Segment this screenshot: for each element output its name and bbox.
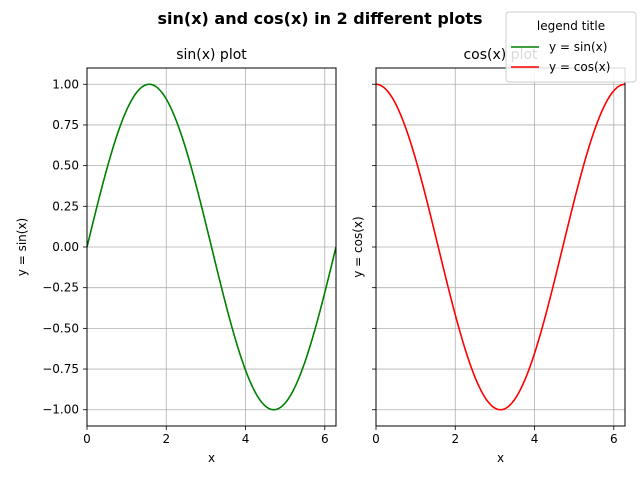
y-axis-label: y = cos(x)	[351, 216, 365, 277]
y-tick-label: 0.00	[52, 240, 79, 254]
legend-label: y = sin(x)	[549, 40, 607, 54]
legend-title: legend title	[537, 19, 605, 33]
x-tick-label: 0	[372, 432, 380, 446]
y-tick-label: 0.50	[52, 159, 79, 173]
x-tick-label: 6	[610, 432, 618, 446]
x-axis-label: x	[497, 451, 504, 465]
y-tick-label: 1.00	[52, 77, 79, 91]
y-tick-label: −0.75	[42, 362, 79, 376]
series-line-cos	[376, 83, 625, 411]
subplot-sin: 0 2 4 6 1.00 0.75 0.50 0.25 0.00 −0.25 −0.50 −0.75 −…	[15, 47, 337, 465]
x-tick-label: 0	[83, 432, 91, 446]
x-tick-label: 2	[162, 432, 170, 446]
y-tick-label: −0.50	[42, 321, 79, 335]
legend-label: y = cos(x)	[549, 60, 610, 74]
y-tick-label: 0.75	[52, 118, 79, 132]
y-axis-label: y = sin(x)	[15, 218, 29, 276]
y-tick-label: 0.25	[52, 199, 79, 213]
x-axis-label: x	[208, 451, 215, 465]
figure-suptitle: sin(x) and cos(x) in 2 different plots	[158, 9, 483, 28]
subplot-title: sin(x) plot	[176, 47, 247, 63]
subplots: 0 2 4 6 1.00 0.75 0.50 0.25 0.00 −0.25 −0.50 −0.75 −…	[15, 47, 626, 465]
y-tick-label: −0.25	[42, 281, 79, 295]
legend-box	[505, 11, 637, 83]
x-tick-label: 2	[451, 432, 459, 446]
y-tick-label: −1.00	[42, 403, 79, 417]
x-tick-label: 4	[531, 432, 539, 446]
series-line-sin	[87, 83, 336, 411]
x-tick-label: 4	[242, 432, 250, 446]
x-tick-label: 6	[321, 432, 329, 446]
legend: legend title y = sin(x) y = cos(x)	[505, 11, 637, 83]
